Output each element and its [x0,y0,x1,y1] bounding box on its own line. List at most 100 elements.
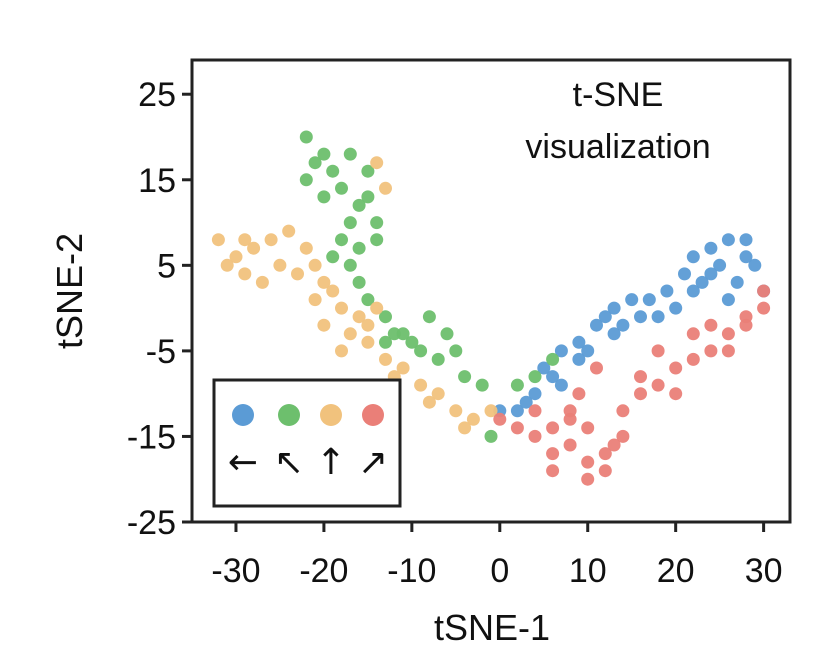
data-point-series-3 [528,429,542,443]
data-point-series-2 [466,412,480,426]
y-tick-label: 25 [138,76,176,114]
data-point-series-1 [317,147,331,161]
data-point-series-2 [370,301,384,315]
data-point-series-3 [721,344,735,358]
data-point-series-1 [528,370,542,384]
data-point-series-1 [458,370,472,384]
data-point-series-1 [352,241,366,255]
data-point-series-2 [317,318,331,332]
data-point-series-2 [370,156,384,170]
data-point-series-1 [343,216,357,230]
data-point-series-0 [739,250,753,264]
data-point-series-0 [634,310,647,324]
data-point-series-0 [572,352,586,366]
data-point-series-3 [669,361,683,375]
data-point-series-1 [317,190,331,204]
data-point-series-2 [431,387,445,401]
data-point-series-3 [493,412,507,426]
legend-swatch-1 [278,404,300,426]
data-point-series-2 [396,361,410,375]
y-axis: 25 15 5 -5 -15 -25 [127,76,192,542]
data-point-series-3 [651,378,665,392]
data-point-series-0 [625,293,639,307]
data-point-series-0 [686,250,700,264]
data-point-series-0 [669,301,683,315]
data-point-series-2 [379,352,392,366]
data-point-series-1 [431,352,445,366]
y-tick-label: -15 [127,418,176,456]
data-point-series-1 [440,327,454,341]
x-tick-label: 0 [490,552,509,590]
data-point-series-3 [757,301,771,315]
x-tick-label: 10 [569,552,607,590]
data-point-series-1 [343,258,357,272]
data-point-series-2 [484,404,498,418]
data-point-series-3 [704,344,718,358]
data-point-series-1 [361,190,375,204]
data-point-series-0 [739,233,753,247]
data-point-series-2 [273,258,287,272]
data-point-series-0 [581,344,595,358]
data-point-series-0 [721,233,735,247]
y-tick-label: -5 [146,333,176,371]
data-point-series-0 [598,310,612,324]
data-point-series-1 [335,181,348,195]
data-point-series-0 [678,267,691,281]
data-point-series-0 [554,378,568,392]
data-point-series-2 [458,421,472,435]
data-point-series-1 [510,378,524,392]
legend-arrow-3: ↗ [358,442,388,483]
data-point-series-1 [326,164,340,178]
data-point-series-3 [510,421,524,435]
data-point-series-2 [247,241,261,255]
data-point-series-0 [519,395,533,409]
data-point-series-3 [634,387,647,401]
data-point-series-0 [730,275,744,289]
data-point-series-1 [414,344,428,358]
data-point-series-0 [607,301,621,315]
data-point-series-1 [299,130,313,144]
data-point-series-1 [379,310,392,324]
y-tick-label: 5 [157,247,176,285]
legend-arrow-0: ← [228,442,258,483]
x-axis: -30 -20 -10 0 10 20 30 [211,522,783,590]
data-point-series-2 [211,233,225,247]
x-axis-label: tSNE-1 [434,607,550,648]
data-point-series-1 [370,233,384,247]
data-point-series-2 [335,344,348,358]
data-point-series-1 [299,173,313,187]
data-point-series-3 [739,310,753,324]
points-layer [211,130,771,486]
data-point-series-3 [634,370,647,384]
data-point-series-0 [713,258,727,272]
data-point-series-2 [291,267,304,281]
y-tick-label: -25 [127,504,176,542]
data-point-series-2 [264,233,278,247]
data-point-series-1 [308,156,322,170]
annotation-line-2: visualization [525,128,710,166]
data-point-series-3 [581,472,595,486]
data-point-series-0 [554,344,568,358]
data-point-series-1 [379,335,392,349]
data-point-series-1 [405,335,419,349]
y-tick-label: 15 [138,162,176,200]
data-point-series-0 [686,284,700,298]
data-point-series-2 [308,258,322,272]
data-point-series-0 [642,293,656,307]
data-point-series-2 [282,224,296,238]
data-point-series-3 [616,404,630,418]
data-point-series-1 [422,310,436,324]
legend-arrow-1: ↖ [274,442,304,483]
data-point-series-2 [343,327,357,341]
data-point-series-3 [581,455,595,469]
data-point-series-0 [695,275,709,289]
data-point-series-3 [757,284,771,298]
x-tick-label: -30 [211,552,260,590]
data-point-series-0 [590,318,603,332]
data-point-series-3 [546,447,560,461]
data-point-series-0 [537,361,551,375]
data-point-series-2 [299,241,313,255]
data-point-series-3 [563,438,577,452]
legend-swatch-0 [232,404,254,426]
